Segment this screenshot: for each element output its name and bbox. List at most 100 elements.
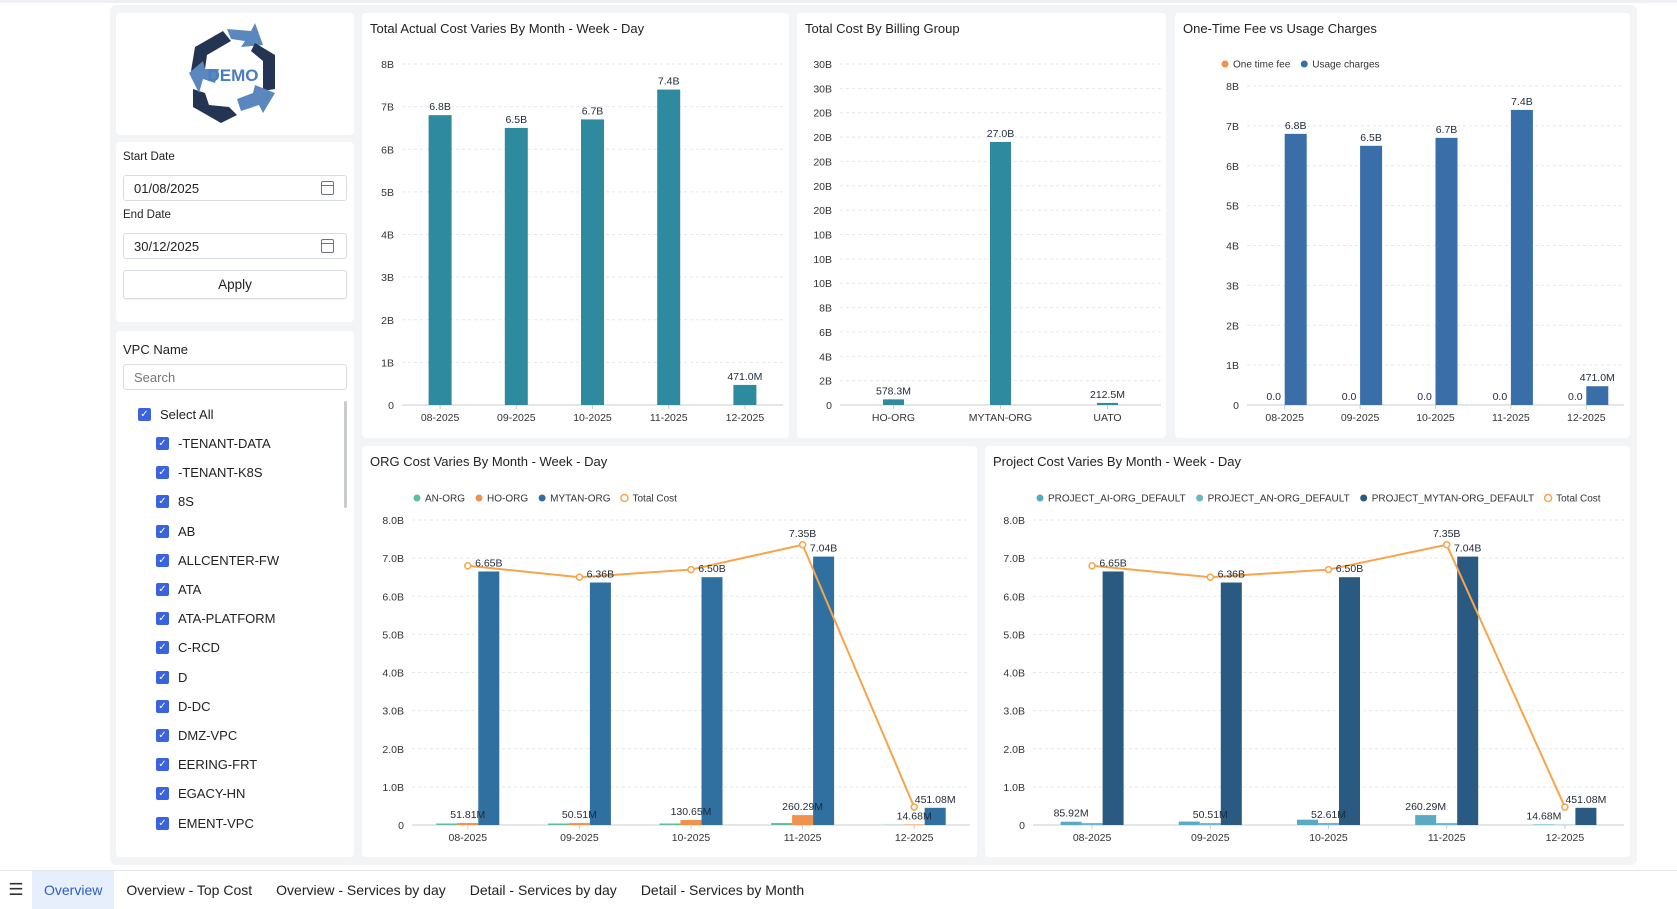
bar[interactable] (1318, 822, 1339, 825)
vpc-item-checkbox[interactable]: ✓ DMZ-VPC (156, 728, 237, 743)
bar[interactable] (1510, 109, 1533, 406)
calendar-icon[interactable] (321, 239, 334, 253)
checkbox-checked-icon[interactable]: ✓ (156, 583, 169, 596)
vpc-item-checkbox[interactable]: ✓ C-RCD (156, 640, 220, 655)
start-date-input[interactable]: 01/08/2025 (123, 175, 347, 201)
line-point[interactable] (575, 573, 584, 581)
bar[interactable] (478, 571, 500, 825)
checkbox-checked-icon[interactable]: ✓ (156, 466, 169, 480)
bar[interactable] (792, 815, 814, 825)
hamburger-icon[interactable]: ☰ (8, 880, 24, 899)
legend-label[interactable]: PROJECT_AI-ORG_DEFAULT (1048, 494, 1186, 505)
bar[interactable] (1435, 137, 1458, 405)
bar[interactable] (1436, 823, 1458, 825)
tab-detail-services-by-day[interactable]: Detail - Services by day (469, 882, 617, 898)
bar[interactable] (659, 823, 681, 825)
line-point[interactable] (1324, 565, 1333, 574)
checkbox-checked-icon[interactable]: ✓ (156, 437, 169, 450)
legend-label[interactable]: Total Cost (632, 494, 677, 505)
legend-label[interactable]: AN-ORG (425, 494, 465, 505)
vpc-item-checkbox[interactable]: ✓ AB (156, 524, 195, 539)
checkbox-checked-icon[interactable]: ✓ (156, 758, 169, 772)
bar[interactable] (1533, 824, 1555, 825)
vpc-item-checkbox[interactable]: ✓ -TENANT-K8S (156, 465, 263, 480)
legend-label[interactable]: PROJECT_MYTAN-ORG_DEFAULT (1372, 494, 1534, 505)
checkbox-checked-icon[interactable]: ✓ (156, 787, 169, 801)
vpc-item-checkbox[interactable]: ✓ EERING-FRT (156, 757, 257, 772)
bar[interactable] (903, 824, 925, 825)
legend-label[interactable]: HO-ORG (487, 494, 528, 505)
bar[interactable] (1360, 145, 1383, 405)
bar[interactable] (589, 582, 611, 825)
checkbox-checked-icon[interactable]: ✓ (156, 612, 169, 626)
vpc-item-checkbox[interactable]: ✓ D-DC (156, 699, 211, 714)
bar[interactable] (1060, 821, 1082, 825)
bar[interactable] (1457, 556, 1479, 825)
vpc-item-checkbox[interactable]: ✓ ATA-PLATFORM (156, 611, 276, 626)
bar[interactable] (733, 384, 757, 405)
vpc-item-checkbox[interactable]: ✓ ATA (156, 582, 201, 597)
tab-overview-services-by-day[interactable]: Overview - Services by day (276, 882, 446, 898)
vpc-item-checkbox[interactable]: ✓ -TENANT-DATA (156, 436, 271, 451)
line-point[interactable] (464, 562, 472, 570)
bar[interactable] (1097, 402, 1118, 405)
bar[interactable] (1339, 577, 1360, 825)
legend-label[interactable]: Usage charges (1312, 60, 1379, 71)
bar[interactable] (883, 399, 904, 405)
apply-button[interactable]: Apply (123, 270, 347, 299)
bar[interactable] (1297, 819, 1318, 825)
vpc-search-input[interactable] (123, 364, 347, 390)
checkbox-checked-icon[interactable]: ✓ (138, 408, 151, 421)
bar[interactable] (581, 119, 604, 405)
line-point[interactable] (910, 803, 918, 811)
bar[interactable] (680, 820, 702, 825)
vpc-item-checkbox[interactable]: ✓ D (156, 670, 187, 685)
select-all-checkbox[interactable]: ✓ Select All (138, 407, 213, 422)
line-point[interactable] (1088, 562, 1096, 570)
bar[interactable] (771, 823, 793, 825)
legend-label[interactable]: MYTAN-ORG (550, 494, 611, 505)
legend-label[interactable]: PROJECT_AN-ORG_DEFAULT (1208, 494, 1350, 505)
checkbox-checked-icon[interactable]: ✓ (156, 816, 169, 830)
line-point[interactable] (798, 541, 807, 549)
bar[interactable] (428, 115, 452, 406)
checkbox-checked-icon[interactable]: ✓ (156, 641, 169, 655)
bar[interactable] (813, 556, 835, 825)
bar[interactable] (924, 807, 946, 825)
end-date-input[interactable]: 30/12/2025 (123, 233, 347, 259)
vpc-item-checkbox[interactable]: ✓ 8S (156, 494, 194, 509)
calendar-icon[interactable] (321, 181, 334, 195)
legend-label[interactable]: One time fee (1233, 60, 1291, 71)
bar[interactable] (1586, 386, 1609, 405)
bar[interactable] (701, 577, 723, 825)
checkbox-checked-icon[interactable]: ✓ (156, 495, 169, 509)
bar[interactable] (1199, 823, 1221, 825)
checkbox-checked-icon[interactable]: ✓ (156, 699, 169, 713)
checkbox-checked-icon[interactable]: ✓ (156, 553, 169, 567)
tab-overview-top-cost[interactable]: Overview - Top Cost (126, 882, 253, 898)
bar[interactable] (1284, 133, 1307, 405)
line-point[interactable] (687, 565, 695, 574)
checkbox-checked-icon[interactable]: ✓ (156, 670, 169, 684)
legend-label[interactable]: Total Cost (1556, 494, 1601, 505)
bar[interactable] (1178, 821, 1200, 825)
checkbox-checked-icon[interactable]: ✓ (156, 524, 169, 538)
bar[interactable] (1415, 815, 1437, 825)
bar[interactable] (1575, 807, 1597, 825)
bar[interactable] (436, 823, 458, 825)
vpc-item-checkbox[interactable]: ✓ ALLCENTER-FW (156, 553, 279, 568)
vpc-item-checkbox[interactable]: ✓ EGACY-HN (156, 786, 245, 801)
bar[interactable] (457, 823, 479, 825)
bar[interactable] (504, 127, 528, 405)
tab-overview[interactable]: Overview (32, 871, 115, 909)
bar[interactable] (1220, 582, 1242, 825)
bar[interactable] (1102, 571, 1124, 825)
checkbox-checked-icon[interactable]: ✓ (156, 729, 169, 742)
vpc-list-scrollbar[interactable] (344, 401, 347, 508)
line-point[interactable] (1561, 803, 1569, 811)
line-point[interactable] (1206, 573, 1215, 581)
bar[interactable] (657, 89, 681, 405)
line-point[interactable] (1442, 541, 1451, 549)
bar[interactable] (568, 823, 590, 825)
bar[interactable] (1081, 823, 1103, 825)
